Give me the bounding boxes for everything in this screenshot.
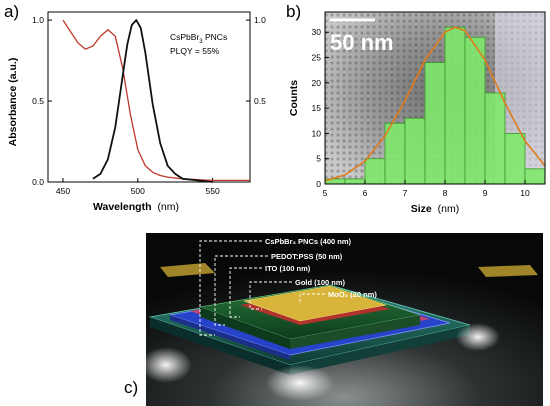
label-pedot: PEDOT:PSS (50 nm) xyxy=(271,252,343,261)
layer-labels: CsPbBr₃ PNCs (400 nm) PEDOT:PSS (50 nm) … xyxy=(265,237,377,299)
emission-glow-right xyxy=(456,323,500,351)
legend-compound-tail: PNCs xyxy=(203,32,228,42)
gold-electrode xyxy=(242,285,388,322)
x-axis-label-unit: (nm) xyxy=(157,201,179,213)
x-tick-label: 550 xyxy=(205,186,219,196)
photoluminescence-line xyxy=(92,19,213,183)
label-pnc: CsPbBr₃ PNCs (400 nm) xyxy=(265,237,351,246)
y-tick-label: 30 xyxy=(312,27,322,37)
x-axis-label: Wavelength (nm) xyxy=(93,201,179,213)
legend-compound: CsPbBr xyxy=(170,32,199,42)
histogram-bar xyxy=(504,133,526,185)
substrate-side-right xyxy=(290,325,470,375)
x-tick-label: 10 xyxy=(520,188,530,198)
scale-bar-label: 50 nm xyxy=(330,30,394,55)
y-right-tick-label: 1.0 xyxy=(254,15,266,25)
legend-line-2: PLQY = 55% xyxy=(170,46,220,56)
panel-label-c: c) xyxy=(124,378,139,397)
leader-lines xyxy=(199,240,325,336)
x-axis-label-unit: (nm) xyxy=(438,203,460,215)
histogram-bar xyxy=(404,117,426,185)
absorbance-line xyxy=(62,19,250,182)
absorbance-pl-chart: 450 500 550 0.0 0.5 1.0 0.5 1.0 Absorbance (a.u… xyxy=(7,11,266,213)
histogram-bar xyxy=(524,168,546,185)
y-tick-label: 1.0 xyxy=(32,15,44,25)
y-right-tick-label: 0.5 xyxy=(254,96,266,106)
histogram-bar xyxy=(484,92,506,185)
y-tick-label: 20 xyxy=(312,78,322,88)
label-gold: Gold (100 nm) xyxy=(295,278,346,287)
gaussian-fit-line xyxy=(324,26,546,182)
x-axis-label: Size (nm) xyxy=(411,203,460,215)
histogram-bar xyxy=(464,36,486,185)
plot-frame xyxy=(324,11,546,185)
x-tick-label: 5 xyxy=(323,188,328,198)
x-tick-label: 8 xyxy=(443,188,448,198)
substrate-side-left xyxy=(150,317,290,375)
pnc-layer-side-left xyxy=(200,307,290,349)
x-tick-label: 450 xyxy=(56,186,70,196)
x-tick-label: 500 xyxy=(131,186,145,196)
y-tick-label: 0.0 xyxy=(32,177,44,187)
label-ito: ITO (100 nm) xyxy=(265,264,311,273)
x-tick-label: 9 xyxy=(483,188,488,198)
gold-pad-back-right xyxy=(478,265,538,277)
histogram-bar xyxy=(384,122,406,185)
panel-label-a: a) xyxy=(4,2,20,21)
label-moo3: MoO₃ (20 nm) xyxy=(328,290,377,299)
y-tick-label: 0 xyxy=(316,179,321,189)
plot-frame xyxy=(47,11,251,183)
emission-glow-left xyxy=(140,347,192,383)
legend-subscript: 3 xyxy=(199,39,203,45)
x-axis-label-bold: Size xyxy=(411,203,432,215)
y-tick-label: 15 xyxy=(312,103,322,113)
histogram-bar xyxy=(344,178,366,185)
device-schematic: CsPbBr₃ PNCs (400 nm) PEDOT:PSS (50 nm) … xyxy=(140,233,543,406)
gold-pad-back-left xyxy=(160,263,215,277)
histogram-bar xyxy=(364,158,386,185)
y-tick-label: 10 xyxy=(312,128,322,138)
y-tick-label: 0.5 xyxy=(32,96,44,106)
x-tick-label: 6 xyxy=(363,188,368,198)
y-axis-label: Counts xyxy=(288,80,300,116)
panel-label-b: b) xyxy=(286,2,302,21)
histogram-bar xyxy=(444,26,466,185)
pnc-layer-side-right xyxy=(290,315,420,349)
emission-glow-center xyxy=(266,365,334,401)
x-axis-label-bold: Wavelength xyxy=(93,201,152,213)
legend-line-1: CsPbBr3 PNCs xyxy=(170,32,227,45)
x-tick-label: 7 xyxy=(403,188,408,198)
y-tick-label: 25 xyxy=(312,53,322,63)
y-axis-label: Absorbance (a.u.) xyxy=(7,58,19,147)
y-tick-label: 5 xyxy=(316,154,321,164)
histogram-bar xyxy=(424,62,446,185)
